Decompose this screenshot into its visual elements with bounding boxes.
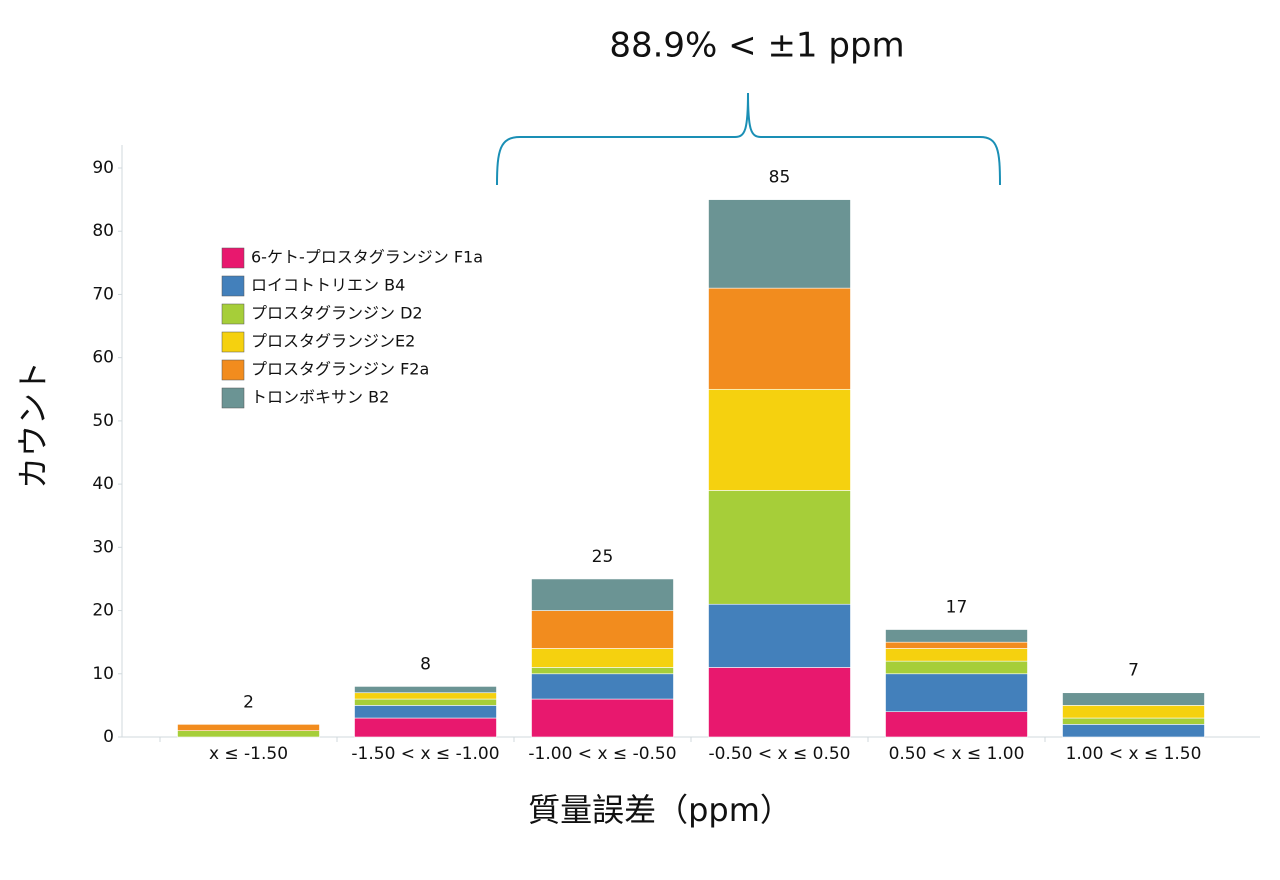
legend-swatch (221, 303, 245, 325)
x-tick-label: -0.50 < x ≤ 0.50 (708, 744, 850, 764)
y-tick-label: 30 (92, 537, 114, 557)
bar-segment (177, 724, 320, 731)
total-label: 8 (420, 654, 431, 674)
y-tick-label: 40 (92, 474, 114, 494)
bar-segment (885, 711, 1028, 738)
bar-segment (885, 629, 1028, 643)
legend-swatch (221, 275, 245, 297)
bar-segment (177, 730, 320, 738)
total-label: 17 (946, 598, 968, 618)
bar-segment (531, 673, 674, 700)
annotation: 88.9% < ±1 ppm (609, 26, 904, 66)
bar-segment (1062, 705, 1205, 719)
legend-label: 6-ケト-プロスタグランジン F1a (251, 248, 483, 267)
total-label: 2 (243, 692, 254, 712)
total-label: 85 (769, 168, 791, 188)
bar-segment (354, 686, 497, 694)
x-tick-label: 1.00 < x ≤ 1.50 (1066, 744, 1202, 764)
bar-segment (531, 698, 674, 738)
bar-segment (1062, 717, 1205, 725)
y-tick-label: 50 (92, 411, 114, 431)
total-label: 25 (592, 547, 614, 567)
legend-swatch (221, 331, 245, 353)
bar-segment (531, 648, 674, 668)
legend-label: ロイコトトリエン B4 (251, 276, 405, 295)
bar-segment (708, 667, 851, 738)
x-tick-label: x ≤ -1.50 (209, 744, 288, 764)
legend-label: プロスタグランジン F2a (251, 360, 429, 379)
y-tick-label: 90 (92, 158, 114, 178)
y-tick-label: 60 (92, 348, 114, 368)
bar-segment (354, 692, 497, 700)
legend-swatch (221, 359, 245, 381)
x-axis-title: 質量誤差（ppm） (528, 791, 792, 829)
y-tick-label: 70 (92, 284, 114, 304)
bar-segment (885, 673, 1028, 713)
y-axis-title: カウント (14, 361, 52, 489)
bar-segment (708, 490, 851, 605)
bar-segment (708, 388, 851, 491)
bar-segment (531, 578, 674, 611)
legend-swatch (221, 387, 245, 409)
legend-label: プロスタグランジンE2 (251, 332, 415, 351)
x-tick-label: -1.00 < x ≤ -0.50 (528, 744, 676, 764)
bar-segment (708, 287, 851, 390)
bar-segment (354, 717, 497, 738)
bar-segment (354, 698, 497, 706)
bar-segment (708, 199, 851, 289)
y-tick-label: 20 (92, 601, 114, 621)
y-tick-label: 80 (92, 221, 114, 241)
y-tick-label: 10 (92, 664, 114, 684)
legend-label: プロスタグランジン D2 (251, 304, 423, 323)
bar-segment (354, 705, 497, 719)
brace (496, 92, 1001, 186)
total-label: 7 (1128, 661, 1139, 681)
x-tick-label: 0.50 < x ≤ 1.00 (889, 744, 1025, 764)
x-tick-label: -1.50 < x ≤ -1.00 (351, 744, 499, 764)
bar-segment (1062, 724, 1205, 738)
bar-segment (1062, 692, 1205, 706)
bar-segment (531, 610, 674, 649)
bar-segment (885, 648, 1028, 662)
y-tick-label: 0 (103, 727, 114, 747)
legend-label: トロンボキサン B2 (251, 388, 389, 407)
bar-segment (885, 641, 1028, 649)
bar-segment (708, 603, 851, 668)
bar-segment (531, 667, 674, 675)
legend-swatch (221, 247, 245, 269)
bar-segment (885, 660, 1028, 675)
